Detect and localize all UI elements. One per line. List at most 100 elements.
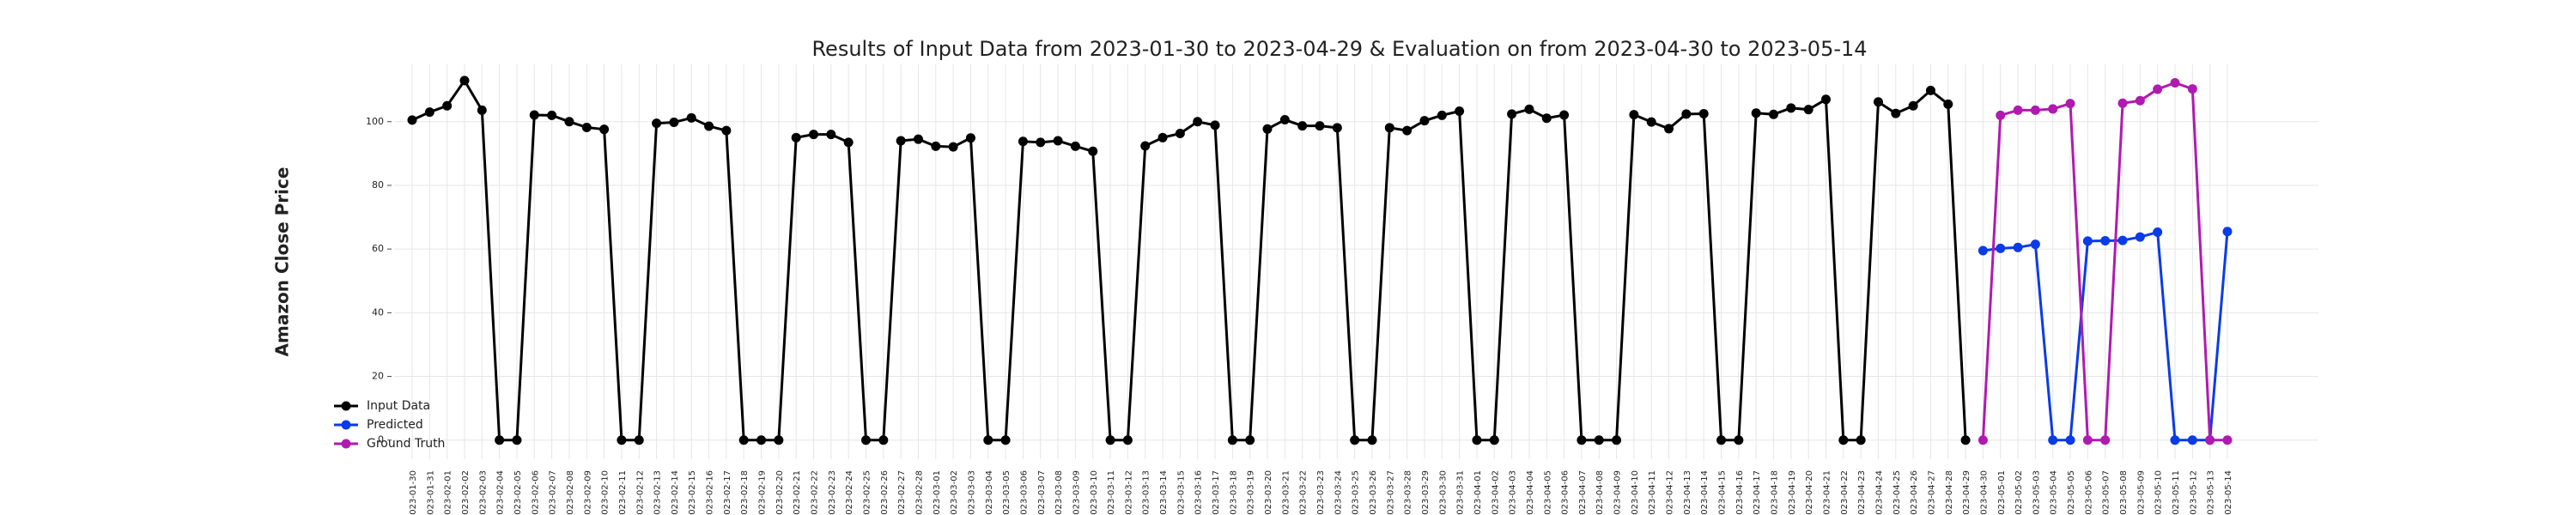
data-point xyxy=(2222,435,2233,445)
data-point xyxy=(581,122,592,132)
x-tick-label: 2023-04-21 xyxy=(1822,470,1832,515)
x-tick-label: 2023-03-07 xyxy=(1037,470,1047,515)
data-point xyxy=(843,137,854,148)
x-tick-label: 2023-05-14 xyxy=(2224,470,2233,515)
x-tick-label: 2023-04-07 xyxy=(1578,470,1588,515)
data-point xyxy=(564,117,574,127)
x-tick-label: 2023-02-20 xyxy=(775,470,785,515)
data-point xyxy=(1507,109,1517,119)
x-tick-label: 2023-04-16 xyxy=(1735,470,1745,515)
x-tick-label: 2023-02-23 xyxy=(828,470,837,515)
legend-marker xyxy=(341,401,351,411)
x-tick-label: 2023-04-08 xyxy=(1595,470,1605,515)
data-point xyxy=(1925,85,1935,95)
data-point xyxy=(407,115,417,125)
data-point xyxy=(2065,435,2075,445)
data-point xyxy=(1402,125,1413,136)
y-tick-label: 40 xyxy=(372,306,384,318)
x-tick-label: 2023-03-03 xyxy=(967,470,976,515)
x-tick-label: 2023-03-17 xyxy=(1212,470,1221,515)
x-tick-label: 2023-03-24 xyxy=(1334,470,1343,515)
data-point xyxy=(1996,243,2006,253)
data-point xyxy=(652,118,662,129)
data-point xyxy=(1698,109,1709,118)
x-tick-label: 2023-03-28 xyxy=(1404,470,1413,515)
data-point xyxy=(1577,435,1587,445)
x-tick-label: 2023-04-02 xyxy=(1491,470,1500,515)
data-point xyxy=(424,107,434,118)
x-tick-label: 2023-04-11 xyxy=(1648,470,1657,515)
data-point xyxy=(1978,245,1988,256)
data-point xyxy=(1541,113,1552,124)
x-tick-label: 2023-03-25 xyxy=(1352,470,1361,515)
x-tick-label: 2023-03-09 xyxy=(1072,470,1081,515)
data-point xyxy=(1175,129,1185,138)
x-tick-label: 2023-05-09 xyxy=(2136,470,2146,515)
x-tick-label: 2023-02-11 xyxy=(618,470,628,515)
data-point xyxy=(2100,435,2111,445)
x-tick-label: 2023-02-25 xyxy=(863,470,872,515)
data-point xyxy=(1227,435,1237,445)
data-point xyxy=(2082,435,2093,445)
data-point xyxy=(756,435,767,445)
x-tick-label: 2023-04-05 xyxy=(1543,470,1552,515)
x-tick-label: 2023-05-04 xyxy=(2050,470,2059,515)
data-point xyxy=(495,435,505,445)
x-tick-label: 2023-02-09 xyxy=(583,470,592,515)
x-tick-label: 2023-03-10 xyxy=(1090,470,1099,515)
data-point xyxy=(965,133,975,143)
data-point xyxy=(1681,109,1692,119)
y-tick-label: 60 xyxy=(372,243,384,254)
x-tick-label: 2023-03-14 xyxy=(1159,470,1169,515)
x-tick-label: 2023-04-22 xyxy=(1840,470,1850,515)
data-point xyxy=(1262,124,1273,134)
data-point xyxy=(1157,132,1168,142)
x-tick-label: 2023-02-24 xyxy=(845,470,854,515)
data-point xyxy=(896,136,906,146)
x-tick-label: 2023-01-30 xyxy=(409,470,418,515)
data-point xyxy=(2100,236,2111,246)
data-point xyxy=(1297,121,1308,131)
x-tick-label: 2023-03-04 xyxy=(985,470,994,515)
y-tick-label: 0 xyxy=(378,434,384,445)
data-point xyxy=(774,435,784,445)
x-tick-label: 2023-04-30 xyxy=(1979,470,1989,515)
data-point xyxy=(1140,141,1151,151)
data-point xyxy=(2153,227,2163,237)
x-tick-label: 2023-03-02 xyxy=(950,470,959,515)
data-point xyxy=(1384,123,1394,133)
data-point xyxy=(1629,110,1639,120)
data-point xyxy=(1193,117,1203,127)
x-tick-label: 2023-04-03 xyxy=(1509,470,1518,515)
x-tick-label: 2023-03-31 xyxy=(1456,470,1466,515)
data-point xyxy=(2153,84,2163,94)
x-tick-label: 2023-02-02 xyxy=(461,470,471,515)
x-tick-label: 2023-04-15 xyxy=(1718,470,1728,515)
data-point xyxy=(2048,435,2058,445)
y-tick-label: 100 xyxy=(366,116,384,127)
x-tick-label: 2023-03-26 xyxy=(1369,470,1378,515)
data-point xyxy=(2222,227,2233,237)
data-point xyxy=(1943,99,1953,109)
data-point xyxy=(2187,84,2197,94)
x-tick-label: 2023-05-12 xyxy=(2189,470,2198,515)
x-tick-label: 2023-02-04 xyxy=(496,470,506,515)
x-tick-label: 2023-03-13 xyxy=(1142,470,1151,515)
data-point xyxy=(2030,105,2040,115)
data-point xyxy=(686,112,696,123)
data-point xyxy=(1350,435,1360,445)
data-point xyxy=(1891,108,1901,118)
x-tick-label: 2023-05-01 xyxy=(1997,470,2007,515)
x-tick-label: 2023-05-03 xyxy=(2032,470,2041,515)
data-point xyxy=(1856,435,1866,445)
data-point xyxy=(1036,137,1046,148)
x-tick-label: 2023-05-07 xyxy=(2102,470,2111,515)
data-point xyxy=(529,110,539,120)
x-tick-label: 2023-02-15 xyxy=(688,470,697,515)
x-tick-label: 2023-02-06 xyxy=(531,470,540,515)
data-point xyxy=(1820,94,1831,105)
x-tick-label: 2023-02-14 xyxy=(671,470,680,515)
x-tick-label: 2023-03-16 xyxy=(1194,470,1204,515)
x-tick-label: 2023-04-12 xyxy=(1666,470,1675,515)
data-point xyxy=(1612,435,1622,445)
